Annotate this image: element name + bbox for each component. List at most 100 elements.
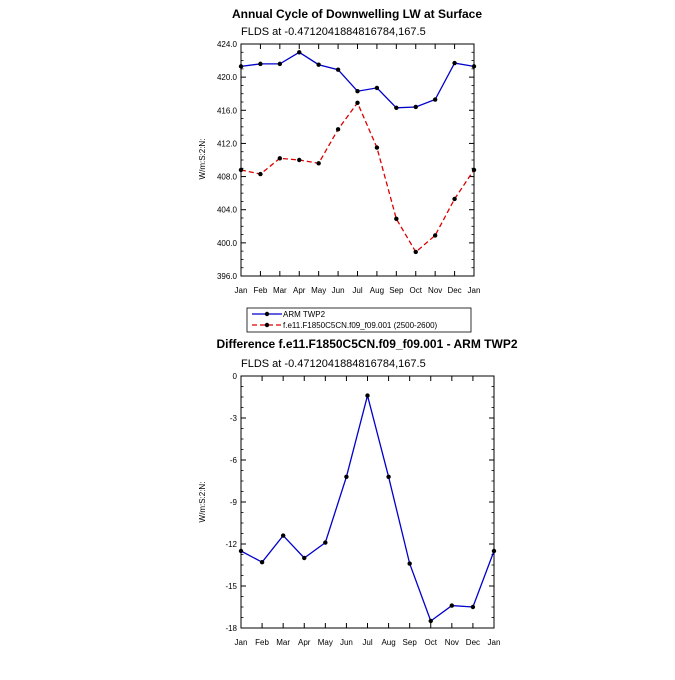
panel1-data-point <box>297 157 302 163</box>
panel1-xtick-label: Jan <box>235 286 248 295</box>
panel1-series <box>238 50 477 255</box>
panel2-xtick-label: Jan <box>235 638 248 647</box>
panel2-series-line-0 <box>240 393 495 623</box>
panel1-data-point <box>355 100 360 106</box>
panel1-subtitle: FLDS at -0.4712041884816784,167.5 <box>241 26 426 38</box>
panel1-xtick-label: Jun <box>332 286 345 295</box>
panel1-data-point <box>238 64 244 69</box>
legend-label-arm-twp2: ARM TWP2 <box>283 310 326 319</box>
panel2-xtick-label: Jul <box>362 638 372 647</box>
panel1-data-point <box>335 67 341 72</box>
panel1-xtick-label: Feb <box>254 286 268 295</box>
panel2-y-axis-label: W/m:S:2:N: <box>198 482 207 523</box>
panel1-xtick-label: Dec <box>447 286 461 295</box>
panel1-data-point <box>277 61 283 67</box>
panel1-x-ticks: Jan Feb Mar Apr May Jun Jul Aug Sep Oct … <box>235 286 481 295</box>
panel1-data-point <box>432 233 438 238</box>
panel1-data-point <box>394 216 399 222</box>
panel2-xtick-label: Mar <box>276 638 290 647</box>
panel1-xtick-label: Jul <box>352 286 362 295</box>
panel2-subtitle: FLDS at -0.4712041884816784,167.5 <box>241 358 426 370</box>
panel2-data-point <box>323 540 328 545</box>
panel1-data-point <box>374 85 380 91</box>
panel2-xtick-label: Feb <box>255 638 269 647</box>
legend-box <box>246 307 472 333</box>
panel2-data-point <box>344 474 349 479</box>
panel1-series-line-1 <box>240 101 475 253</box>
panel2-plot-frame <box>240 375 495 629</box>
panel1-data-point <box>413 104 418 110</box>
panel2-data-point <box>449 603 455 608</box>
panel2-ytick-label: -12 <box>225 540 237 549</box>
panel1-data-point <box>316 161 321 166</box>
panel1-y-ticks: 396.0 400.0 404.0 408.0 412.0 416.0 420.… <box>217 40 238 281</box>
panel2-series <box>238 393 497 624</box>
panel2-ytick-label: -15 <box>225 582 237 591</box>
panel1-ytick-label: 416.0 <box>217 106 238 115</box>
panel2-ytick-label: 0 <box>233 372 238 381</box>
panel1-data-point <box>316 62 321 67</box>
panel1-y-axis-label: W/m:S:2:N: <box>198 139 207 180</box>
panel1-xtick-label: Aug <box>370 286 384 295</box>
panel1-data-point <box>335 127 341 132</box>
panel-annual-cycle: Annual Cycle of Downwelling LW at Surfac… <box>198 7 482 295</box>
panel1-ytick-label: 408.0 <box>217 173 238 182</box>
panel2-data-point <box>428 618 433 624</box>
panel1-xtick-label: Jan <box>468 286 481 295</box>
legend-marker-model <box>264 322 270 328</box>
panel1-xtick-label: May <box>311 286 326 295</box>
panel-difference: Difference f.e11.F1850C5CN.f09_f09.001 -… <box>198 337 518 647</box>
panel2-y-ticks: -18 -15 -12 -9 -6 -3 0 <box>225 372 237 633</box>
legend-marker-arm-twp2 <box>264 311 270 317</box>
panel2-data-point <box>407 561 412 566</box>
panel2-xtick-label: Jan <box>488 638 501 647</box>
panel2-xtick-label: Jun <box>340 638 353 647</box>
panel1-ytick-label: 420.0 <box>217 73 238 82</box>
panel1-data-point <box>413 249 418 255</box>
panel1-data-point <box>258 61 263 67</box>
panel2-data-point <box>386 474 391 479</box>
panel1-xtick-label: Sep <box>389 286 404 295</box>
panel1-data-point <box>258 171 263 177</box>
panel1-ytick-label: 424.0 <box>217 40 238 49</box>
panel1-plot-frame <box>240 43 475 277</box>
panel2-data-point <box>259 560 265 565</box>
panel1-data-point <box>432 97 438 102</box>
panel1-data-point <box>471 64 477 69</box>
panel2-ytick-label: -18 <box>225 624 237 633</box>
panel1-data-point <box>452 60 457 66</box>
panel2-xtick-label: Dec <box>466 638 480 647</box>
legend: ARM TWP2 f.e11.F1850C5CN.f09_f09.001 (25… <box>246 307 472 333</box>
panel1-xtick-label: Oct <box>410 286 423 295</box>
panel1-data-point <box>394 105 399 111</box>
panel1-data-point <box>471 167 477 173</box>
panel1-data-point <box>452 196 457 202</box>
panel1-ytick-label: 412.0 <box>217 139 238 148</box>
legend-label-model: f.e11.F1850C5CN.f09_f09.001 (2500-2600) <box>283 321 438 330</box>
panel2-xtick-label: Oct <box>425 638 438 647</box>
panel2-xtick-label: Sep <box>403 638 418 647</box>
panel2-data-point <box>302 555 307 561</box>
panel2-xtick-label: Apr <box>298 638 311 647</box>
panel2-title: Difference f.e11.F1850C5CN.f09_f09.001 -… <box>216 337 517 351</box>
panel1-ytick-label: 404.0 <box>217 206 238 215</box>
panel1-data-point <box>277 156 283 161</box>
panel1-series-line-0 <box>240 51 475 109</box>
panel2-data-point <box>238 548 244 554</box>
panel2-x-ticks: Jan Feb Mar Apr May Jun Jul Aug Sep Oct … <box>235 638 501 647</box>
panel2-xtick-label: Nov <box>445 638 459 647</box>
panel2-data-point <box>491 548 497 554</box>
panel1-ytick-label: 400.0 <box>217 239 238 248</box>
panel1-data-point <box>297 50 302 55</box>
panel1-data-point <box>238 167 244 173</box>
panel1-data-point <box>374 145 380 150</box>
panel2-ytick-label: -9 <box>230 498 238 507</box>
panel2-ytick-label: -3 <box>230 414 238 423</box>
panel1-data-point <box>355 89 360 94</box>
panel1-xtick-label: Nov <box>428 286 442 295</box>
panel1-title: Annual Cycle of Downwelling LW at Surfac… <box>232 7 482 21</box>
panel2-data-point <box>470 604 476 610</box>
panel2-xtick-label: May <box>318 638 333 647</box>
